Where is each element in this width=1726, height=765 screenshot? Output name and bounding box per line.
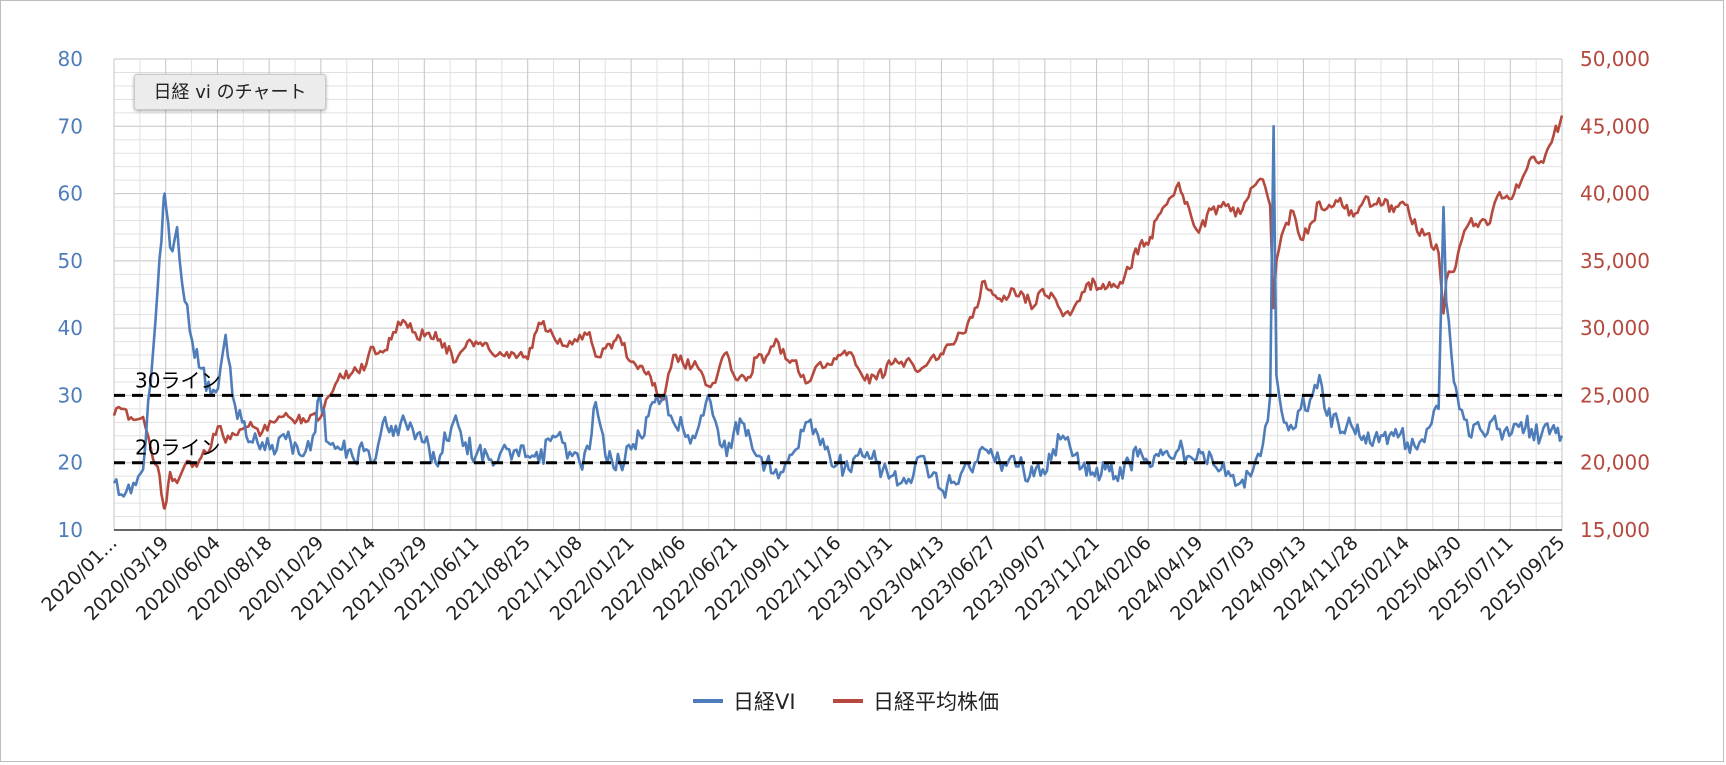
grid (113, 58, 1563, 531)
left-axis-tick-label: 20 (58, 451, 83, 475)
right-axis-tick-label: 35,000 (1580, 249, 1650, 273)
right-axis-tick-label: 50,000 (1580, 47, 1650, 71)
legend-label: 日経平均株価 (873, 690, 999, 714)
left-axis-tick-label: 30 (58, 383, 83, 407)
right-axis-tick-label: 45,000 (1580, 114, 1650, 138)
legend-label: 日経VI (733, 690, 796, 714)
series-line-nikkei (112, 115, 1564, 510)
right-axis-tick-label: 40,000 (1580, 182, 1650, 206)
right-axis-ticks: 50,000 45,000 40,000 35,000 30,000 25,000 20,0… (1580, 47, 1650, 542)
left-axis-tick-label: 70 (58, 114, 83, 138)
reference-lines: 30ライン 20ライン (114, 368, 1562, 465)
left-axis-tick-label: 10 (58, 518, 83, 542)
left-axis-ticks: 80 70 60 50 40 30 20 10 (58, 47, 83, 542)
left-axis-tick-label: 60 (58, 182, 83, 206)
reference-line-label: 30ライン (135, 368, 220, 392)
left-axis-tick-label: 50 (58, 249, 83, 273)
left-axis-tick-label: 40 (58, 316, 83, 340)
reference-line-label: 20ライン (135, 436, 220, 460)
x-axis-ticks: 2020/01...2020/03/192020/06/042020/08/18… (37, 532, 1569, 625)
right-axis-tick-label: 15,000 (1580, 518, 1650, 542)
legend[interactable]: 日経VI 日経平均株価 (693, 690, 999, 714)
left-axis-tick-label: 80 (58, 47, 83, 71)
right-axis-tick-label: 20,000 (1580, 451, 1650, 475)
right-axis-tick-label: 30,000 (1580, 316, 1650, 340)
chart-tooltip: 日経 vi のチャート (134, 74, 326, 110)
right-axis-tick-label: 25,000 (1580, 383, 1650, 407)
